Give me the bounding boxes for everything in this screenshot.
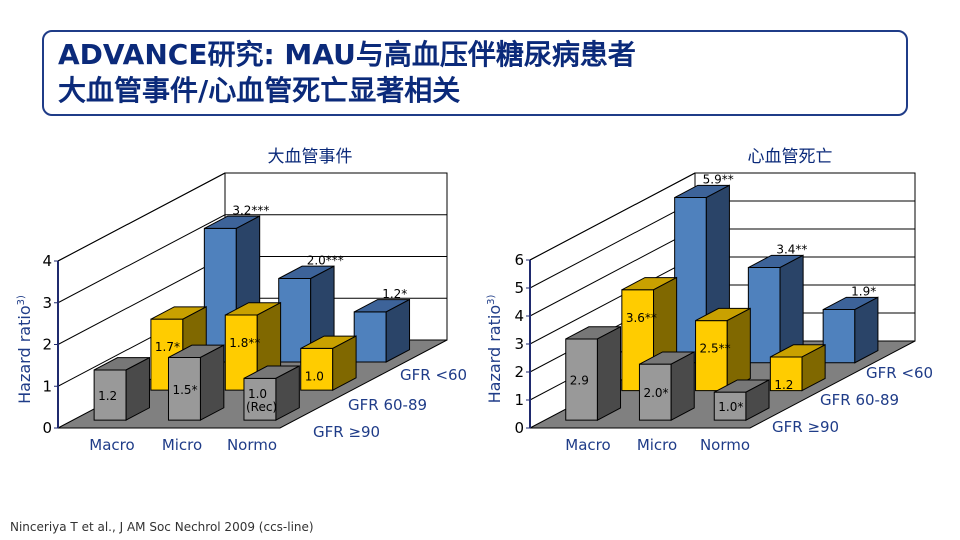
- data-label: 1.9*: [851, 285, 876, 299]
- row-label: GFR <60: [400, 366, 467, 384]
- bar-gfr-60-normo: 1.2*: [353, 287, 411, 363]
- bar-side: [745, 379, 770, 421]
- bar-front: [747, 267, 781, 364]
- data-label: 2.9: [570, 374, 589, 388]
- data-label: 3.6**: [626, 311, 657, 325]
- row-label: GFR 60-89: [820, 391, 899, 409]
- bar-front: [353, 311, 387, 363]
- chart-title: 心血管死亡: [748, 147, 833, 167]
- y-tick-label: 1: [42, 377, 52, 395]
- y-tick-label: 3: [514, 335, 524, 353]
- y-tick-label: 2: [514, 363, 524, 381]
- category-label: Macro: [565, 436, 610, 454]
- chart-title: 大血管事件: [268, 147, 353, 167]
- bar-gfr-90-macro: 1.2: [93, 356, 150, 421]
- bar-gfr-90-normo: 1.0(Rec): [243, 365, 300, 421]
- row-label: GFR 60-89: [348, 396, 427, 414]
- data-label: 2.0*: [643, 386, 668, 400]
- data-label: 1.2: [774, 378, 793, 392]
- bar-gfr-60-micro: 3.4**: [747, 243, 807, 364]
- bar-side: [199, 344, 225, 421]
- bar-side: [596, 325, 622, 421]
- bar-gfr-90-micro: 1.5*: [167, 344, 225, 421]
- category-label: Micro: [637, 436, 677, 454]
- bar-side: [854, 296, 879, 364]
- data-label: 1.5*: [172, 383, 197, 397]
- y-tick-label: 0: [42, 419, 52, 437]
- data-label: 1.0: [305, 369, 324, 383]
- chart-1: 大血管事件 0 1 2 3 4 Hazard ratio3) 3.2*** 2.0*** 1.2*…: [15, 147, 467, 454]
- y-tick-label: 2: [42, 336, 52, 354]
- title-line-2: 大血管事件/心血管死亡显著相关: [58, 74, 461, 107]
- data-label: 2.5**: [700, 342, 731, 356]
- data-label: 3.2***: [232, 203, 269, 217]
- data-label: 3.4**: [776, 243, 807, 257]
- data-label: 2.0***: [307, 254, 344, 268]
- data-sublabel: (Rec): [246, 400, 277, 414]
- data-label: 1.2*: [382, 287, 407, 301]
- y-tick-label: 6: [514, 251, 524, 269]
- row-label: GFR ≥90: [772, 418, 839, 436]
- gridline: [57, 214, 447, 304]
- category-label: Normo: [700, 436, 750, 454]
- y-axis-label-superscript: 3): [16, 295, 27, 305]
- y-axis-label: Hazard ratio3): [485, 295, 504, 404]
- data-label: 5.9**: [703, 173, 734, 187]
- wall-edge: [529, 172, 696, 261]
- bar-side: [670, 351, 695, 421]
- wall-edge: [57, 172, 226, 262]
- y-tick-label: 4: [514, 307, 524, 325]
- data-label: 1.8**: [229, 336, 260, 350]
- data-label: 1.0*: [718, 400, 743, 414]
- bar-gfr-60-89-normo: 1.0: [300, 335, 357, 391]
- category-label: Macro: [89, 436, 134, 454]
- title-box: ADVANCE研究: MAU与高血压伴糖尿病患者 大血管事件/心血管死亡显著相关: [42, 30, 908, 116]
- data-label: 1.0: [248, 387, 267, 401]
- y-tick-label: 0: [514, 419, 524, 437]
- category-label: Micro: [162, 436, 202, 454]
- category-label: Normo: [227, 436, 277, 454]
- y-tick-label: 5: [514, 279, 524, 297]
- bar-gfr-90-macro: 2.9: [565, 325, 622, 421]
- title-line-1: ADVANCE研究: MAU与高血压伴糖尿病患者: [58, 38, 636, 71]
- bar-front: [822, 309, 856, 364]
- bar-side: [801, 343, 826, 392]
- data-label: 1.7*: [155, 340, 180, 354]
- bar-side: [275, 365, 300, 421]
- y-tick-label: 4: [42, 252, 52, 270]
- bar-side: [125, 356, 150, 421]
- citation: Ninceriya T et al., J AM Soc Nechrol 200…: [10, 520, 314, 534]
- y-tick-label: 1: [514, 391, 524, 409]
- row-label: GFR <60: [866, 364, 933, 382]
- bar-gfr-60-89-normo: 1.2: [769, 343, 826, 392]
- bar-side: [385, 298, 411, 363]
- y-axis-label-text: Hazard ratio: [485, 305, 504, 403]
- y-axis-label-superscript: 3): [486, 295, 497, 305]
- row-label: GFR ≥90: [313, 423, 380, 441]
- bar-gfr-60-normo: 1.9*: [822, 285, 879, 364]
- y-axis-label-text: Hazard ratio: [15, 305, 34, 403]
- bar-gfr-90-micro: 2.0*: [638, 351, 695, 421]
- y-axis-label: Hazard ratio3): [15, 295, 34, 404]
- bar-gfr-90-normo: 1.0*: [713, 379, 770, 421]
- data-label: 1.2: [98, 389, 117, 403]
- bar-gfr-60-89-micro: 2.5**: [695, 307, 751, 392]
- bar-side: [332, 335, 357, 391]
- chart-2: 心血管死亡 0 1 2 3 4 5 6 Hazard ratio3) 5.9** 3.4** 1.9*…: [485, 147, 933, 454]
- y-tick-label: 3: [42, 294, 52, 312]
- bar-side: [726, 307, 751, 392]
